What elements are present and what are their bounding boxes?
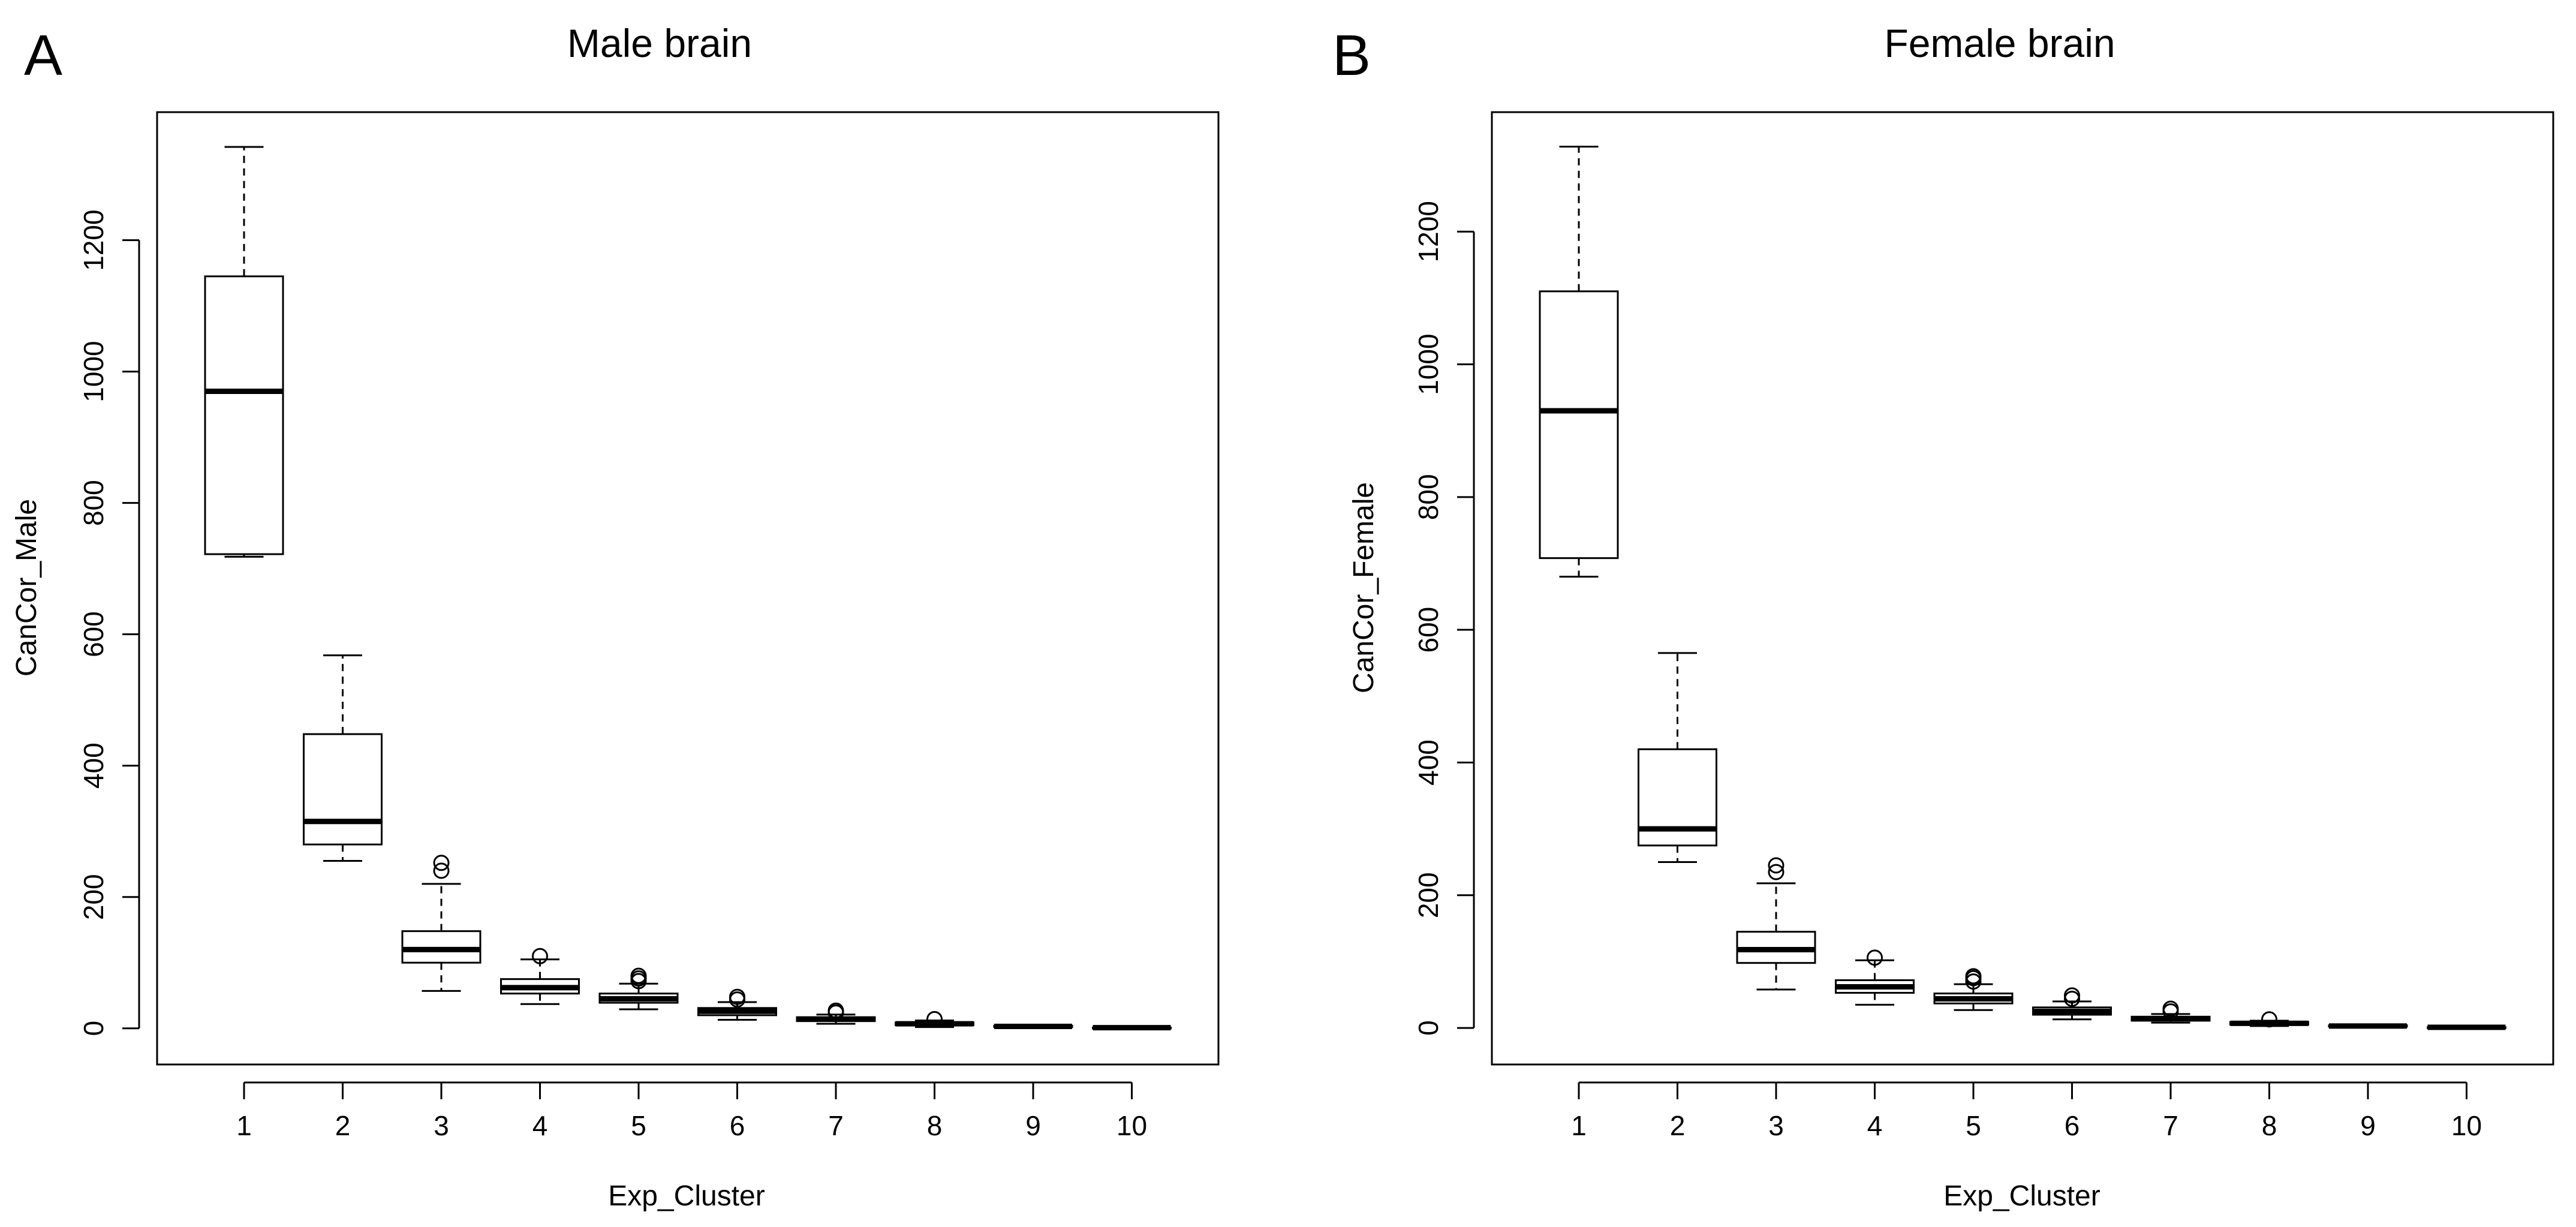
panel-a-y-tick-label: 1200 [78, 209, 109, 270]
panel-b-y-tick-label: 600 [1413, 607, 1444, 653]
panel-a-outlier-point [433, 855, 450, 871]
panel-a-y-tick-label: 1000 [78, 341, 109, 402]
panel-a-x-tick-label: 5 [631, 1110, 646, 1141]
panel-a-box-7 [796, 1002, 876, 1025]
panel-b-x-axis-title: Exp_Cluster [1943, 1180, 2100, 1212]
panel-a-iqr-box [204, 275, 284, 555]
panel-b-iqr-box [1539, 290, 1619, 560]
panel-a-box-5 [598, 967, 679, 1011]
panel-a-y-tick-label: 600 [78, 611, 109, 657]
panel-a: A Male brain 0 200 400 600 800 1000 1200 1 2 3 4 5 6… [11, 21, 1220, 1212]
panel-a-y-tick-label: 0 [78, 1021, 109, 1036]
panel-b-x-tick-label: 3 [1768, 1110, 1784, 1141]
panel-a-y-tick-label: 200 [78, 874, 109, 920]
panel-a-box-2 [303, 654, 383, 862]
panel-b-plot-frame [1491, 111, 2554, 1066]
panel-a-box-10 [1092, 1025, 1172, 1031]
panel-a-box-8 [895, 1011, 974, 1028]
panel-b-box-2 [1638, 652, 1717, 863]
panel-b-outlier-point [1965, 968, 1982, 985]
panel-b-box-7 [2130, 1000, 2211, 1024]
panel-a-box-9 [993, 1023, 1073, 1029]
panel-b-x-tick-label: 10 [2451, 1110, 2482, 1141]
panel-a-x-tick-label: 7 [828, 1110, 844, 1141]
panel-b-outlier-point [1867, 949, 1883, 966]
panel-b-box-9 [2328, 1023, 2408, 1029]
panel-a-box-4 [500, 948, 580, 1005]
panel-b-outlier-point [2261, 1011, 2277, 1028]
panel-a-x-tick-label: 1 [236, 1110, 252, 1141]
panel-a-y-tick-label: 800 [78, 480, 109, 526]
panel-a-outlier-point [729, 988, 745, 1005]
panel-a-outlier-point [433, 862, 450, 879]
panel-a-x-tick-label: 4 [532, 1110, 548, 1141]
panel-a-title: Male brain [567, 21, 752, 65]
panel-b-y-tick-label: 1200 [1413, 201, 1444, 262]
panel-a-outlier-point [630, 967, 647, 984]
panel-a-iqr-box [303, 733, 383, 846]
panel-b-box-3 [1736, 857, 1816, 991]
panel-b-x-tick-label: 9 [2360, 1110, 2376, 1141]
panel-a-outlier-point [926, 1011, 943, 1027]
panel-a-plot-frame [156, 111, 1220, 1066]
panel-b-box-10 [2427, 1024, 2506, 1030]
panel-b-x-tick-label: 8 [2262, 1110, 2277, 1141]
panel-b-x-tick-label: 4 [1867, 1110, 1883, 1141]
panel-b-x-tick-label: 2 [1670, 1110, 1686, 1141]
panel-b-outlier-point [1768, 864, 1784, 880]
panel-a-x-tick-label: 10 [1117, 1110, 1147, 1141]
panel-b-y-tick-label: 800 [1413, 474, 1444, 520]
panel-b-y-tick-label: 400 [1413, 739, 1444, 786]
panel-b-y-tick-label: 1000 [1413, 333, 1444, 395]
panel-a-outlier-point [532, 948, 548, 964]
panel-b-outlier-point [2162, 1000, 2179, 1017]
panel-b-box-5 [1933, 968, 2014, 1011]
panel-b-x-tick-label: 1 [1571, 1110, 1587, 1141]
panel-b-y-tick-label: 200 [1413, 872, 1444, 918]
panel-a-y-tick-label: 400 [78, 742, 109, 789]
panel-a-letter: A [24, 23, 62, 88]
panel-a-x-tick-label: 2 [335, 1110, 351, 1141]
panel-b-outlier-point [2064, 987, 2080, 1004]
panel-b-box-8 [2229, 1011, 2309, 1028]
panel-a-x-tick-label: 8 [927, 1110, 943, 1141]
panel-a-box-3 [401, 855, 482, 992]
panel-a-plot: 0 200 400 600 800 1000 1200 1 2 3 4 5 6 7 8 9 10 [78, 146, 1172, 1141]
panel-b: B Female brain 0 200 400 600 800 1000 1200 1 2 3 4… [1332, 21, 2554, 1212]
panel-b-box-1 [1539, 146, 1619, 578]
panel-a-x-tick-label: 9 [1025, 1110, 1041, 1141]
panel-b-x-tick-label: 6 [2065, 1110, 2080, 1141]
panel-a-box-6 [697, 988, 777, 1021]
panel-b-plot: 0 200 400 600 800 1000 1200 1 2 3 4 5 6 7 8 9 10 [1413, 146, 2506, 1141]
panel-b-y-tick-label: 0 [1413, 1020, 1444, 1036]
panel-a-outlier-point [827, 1002, 844, 1019]
panel-b-letter: B [1332, 23, 1371, 88]
panel-a-box-1 [204, 146, 284, 558]
panel-b-x-tick-label: 7 [2163, 1110, 2178, 1141]
panel-b-x-tick-label: 5 [1966, 1110, 1981, 1141]
panel-b-y-axis-title: CanCor_Female [1348, 482, 1380, 693]
panel-b-title: Female brain [1884, 21, 2115, 65]
panel-a-x-axis-title: Exp_Cluster [608, 1180, 765, 1212]
panel-a-x-tick-label: 6 [730, 1110, 745, 1141]
panel-a-y-axis-title: CanCor_Male [11, 499, 43, 676]
panel-b-box-4 [1835, 949, 1915, 1006]
panel-b-box-6 [2032, 987, 2112, 1021]
panel-b-outlier-point [1768, 857, 1784, 874]
panel-a-x-tick-label: 3 [434, 1110, 449, 1141]
